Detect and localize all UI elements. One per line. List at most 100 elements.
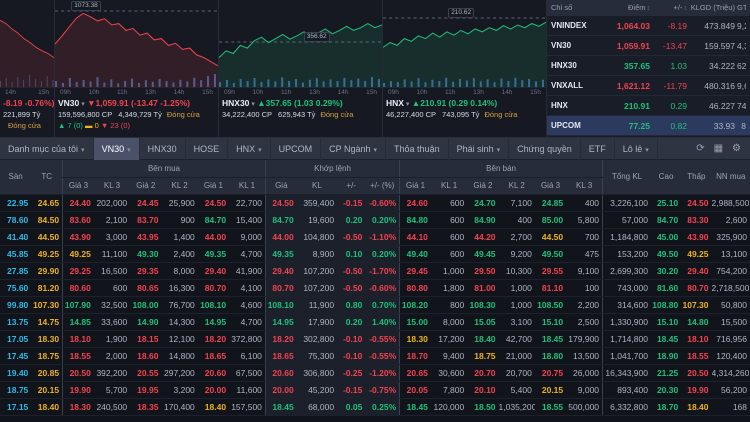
- col-sell-price3[interactable]: Giá 3: [534, 177, 567, 195]
- col-header-high[interactable]: Cao: [650, 160, 682, 195]
- board-row[interactable]: 78.60 84.50 83.60 2,100 83.70 900 84.70 15,400 8…: [0, 211, 750, 229]
- tab-etf[interactable]: ETF: [581, 137, 615, 160]
- index-row-hnx30[interactable]: HNX30 357.65 1.03 34.222 62: [547, 56, 750, 76]
- board-row[interactable]: 41.40 44.50 43.90 3,000 43.95 1,400 44.00 9,000…: [0, 228, 750, 246]
- col-sell-vol2[interactable]: KL 2: [498, 177, 535, 195]
- chart-info-hnx30: HNX30 ▾ ▲357.65 (1.03 0.29%) 34,222,400 C…: [219, 97, 382, 131]
- index-gt: 62: [737, 61, 746, 71]
- tab-danh-m-c-c-a-t-i[interactable]: Danh mục của tôi ▾: [0, 137, 94, 160]
- cell-reference-price: 81.20: [31, 279, 63, 297]
- refresh-icon[interactable]: ⟳: [696, 143, 705, 154]
- tab-ph-i-sinh[interactable]: Phái sinh ▾: [449, 137, 510, 160]
- cell-sell-vol-1: 9,400: [430, 347, 468, 365]
- price-board-header: Sàn TC Bên mua Khớp lệnh Bên bán Tổng KL…: [0, 160, 750, 195]
- index-gt: 4,3: [737, 41, 746, 51]
- cell-buy-price-1: 24.50: [197, 194, 230, 212]
- board-row[interactable]: 17.05 18.30 18.10 1,900 18.15 12,100 18.20 372,…: [0, 330, 750, 348]
- settings-gear-icon[interactable]: ⚙: [732, 143, 741, 154]
- board-row[interactable]: 75.60 81.20 80.60 600 80.65 16,300 80.70 4,100 8…: [0, 279, 750, 297]
- col-sell-price2[interactable]: Giá 2: [467, 177, 499, 195]
- index-col-points[interactable]: Điểm↕: [627, 3, 650, 12]
- col-header-total-volume[interactable]: Tổng KL: [602, 160, 651, 195]
- col-header-reference[interactable]: TC: [31, 160, 63, 195]
- tab-th-a-thu-n[interactable]: Thỏa thuận: [386, 137, 449, 160]
- board-row[interactable]: 45.85 49.25 49.25 11,100 49.30 2,400 49.35 4,70…: [0, 245, 750, 263]
- cell-buy-price-1: 14.95: [197, 313, 230, 331]
- cell-match-price: 20.00: [264, 381, 297, 399]
- tab-vn30[interactable]: VN30 ▾: [93, 137, 140, 160]
- col-match-change[interactable]: +/-: [337, 177, 366, 195]
- index-gt: 74: [737, 101, 746, 111]
- board-row[interactable]: 99.80 107.30 107.90 32,500 108.00 76,700 108.1…: [0, 296, 750, 314]
- chart-index-name[interactable]: HNX30: [222, 98, 250, 108]
- col-buy-vol3[interactable]: KL 3: [93, 177, 131, 195]
- board-row[interactable]: 27.85 29.90 29.25 16,500 29.35 8,000 29.40 41,9…: [0, 262, 750, 280]
- index-change: -8.19: [667, 21, 687, 31]
- tab-l-l[interactable]: Lô lẻ ▾: [615, 137, 658, 160]
- cell-sell-price-2: 18.40: [467, 330, 499, 348]
- cell-sell-price-2: 44.20: [467, 228, 499, 246]
- col-buy-vol1[interactable]: KL 1: [229, 177, 266, 195]
- tab-ch-ng-quy-n[interactable]: Chứng quyền: [509, 137, 581, 160]
- col-sell-vol1[interactable]: KL 1: [430, 177, 468, 195]
- cell-buy-vol-2: 2,400: [161, 245, 198, 263]
- board-row[interactable]: 17.45 18.75 18.55 2,000 18.60 14,800 18.65 6,10…: [0, 347, 750, 365]
- board-row[interactable]: 17.15 18.40 18.30 240,500 18.35 170,400 18.40 1…: [0, 398, 750, 416]
- cell-match-price: 80.70: [264, 279, 297, 297]
- col-buy-vol2[interactable]: KL 2: [161, 177, 198, 195]
- col-match-change-pct[interactable]: +/- (%): [365, 177, 400, 195]
- cell-buy-vol-2: 16,300: [161, 279, 198, 297]
- col-sell-vol3[interactable]: KL 3: [566, 177, 603, 195]
- sort-icon: ↕: [683, 5, 688, 12]
- col-buy-price1[interactable]: Giá 1: [197, 177, 230, 195]
- col-header-foreign-buy[interactable]: NN mua: [711, 160, 750, 195]
- layout-grid-icon[interactable]: ▦: [713, 143, 724, 154]
- cell-foreign-buy: 15,500: [711, 313, 750, 331]
- col-match-vol[interactable]: KL: [296, 177, 338, 195]
- cell-buy-price-3: 19.90: [62, 381, 94, 399]
- cell-foreign-buy: 120,400: [711, 347, 750, 365]
- cell-floor-price: 75.60: [0, 279, 32, 297]
- chart-index-name[interactable]: VN30: [58, 98, 80, 108]
- cell-sell-price-1: 84.80: [399, 211, 431, 229]
- col-buy-price3[interactable]: Giá 3: [62, 177, 94, 195]
- session-value: 743,095 Tỷ: [442, 110, 480, 119]
- board-row[interactable]: 18.75 20.15 19.90 5,700 19.95 3,200 20.00 11,60…: [0, 381, 750, 399]
- cell-reference-price: 20.85: [31, 364, 63, 382]
- cell-change: 0.80: [337, 296, 366, 314]
- col-buy-price2[interactable]: Giá 2: [130, 177, 162, 195]
- col-header-low[interactable]: Thấp: [681, 160, 712, 195]
- chart-index-name[interactable]: HNX: [386, 98, 404, 108]
- chevron-down-icon: ▾: [496, 146, 501, 154]
- unchanged-count: ▬ 0: [82, 121, 99, 130]
- col-header-floor[interactable]: Sàn: [0, 160, 32, 195]
- cell-sell-price-3: 108.50: [534, 296, 567, 314]
- col-sell-price1[interactable]: Giá 1: [399, 177, 431, 195]
- index-klgd: 33.93: [713, 121, 735, 131]
- board-row[interactable]: 19.40 20.85 20.50 392,200 20.55 297,200 20.60 6…: [0, 364, 750, 382]
- tab-cp-ng-nh[interactable]: CP Ngành ▾: [321, 137, 387, 160]
- tab-upcom[interactable]: UPCOM: [271, 137, 322, 160]
- tab-hose[interactable]: HOSE: [186, 137, 229, 160]
- cell-match-price: 18.65: [264, 347, 297, 365]
- chart-panel-hnx30: 356.62 09h 10h 11h 13h 14h 15h HNX30 ▾ ▲357.65 …: [219, 0, 383, 137]
- col-match-price[interactable]: Giá: [264, 177, 297, 195]
- index-row-upcom[interactable]: UPCOM 77.25 0.82 33.93 8: [547, 116, 750, 136]
- cell-sell-vol-2: 400: [498, 211, 535, 229]
- index-row-hnx[interactable]: HNX 210.91 0.29 46.227 74: [547, 96, 750, 116]
- market-status: Đóng cửa: [8, 121, 41, 130]
- tab-hnx30[interactable]: HNX30: [140, 137, 186, 160]
- sparkline-vn30: 1073.38: [55, 0, 218, 88]
- cell-buy-price-2: 24.45: [130, 194, 162, 212]
- board-row[interactable]: 13.75 14.75 14.85 33,600 14.90 14,300 14.95 4,7…: [0, 313, 750, 331]
- cell-sell-vol-3: 475: [566, 245, 603, 263]
- tab-hnx[interactable]: HNX ▾: [228, 137, 271, 160]
- index-col-change[interactable]: +/-↕: [673, 3, 688, 12]
- cell-total-volume: 16,343,900: [602, 364, 651, 382]
- cell-buy-price-2: 108.00: [130, 296, 162, 314]
- cell-change: -0.15: [337, 381, 366, 399]
- board-row[interactable]: 22.95 24.65 24.40 202,000 24.45 25,900 24.50 22…: [0, 194, 750, 212]
